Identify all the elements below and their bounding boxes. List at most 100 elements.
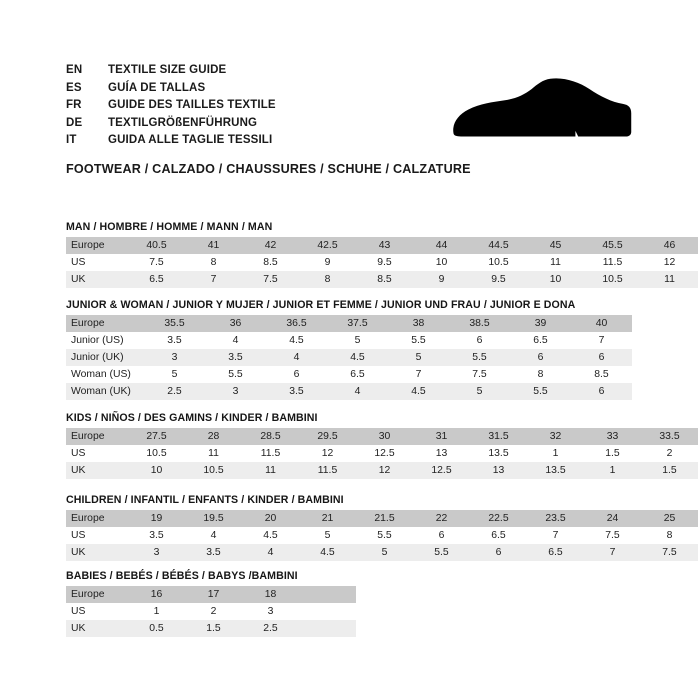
size-cell: 5.5 xyxy=(449,349,510,366)
size-table-man: Europe 40.5 41 42 42.5 43 44 44.5 45 45.5 46 US 7.5 8… xyxy=(66,237,698,288)
size-cell: 12 xyxy=(641,254,698,271)
size-cell: 21.5 xyxy=(356,510,413,527)
size-cell: 13 xyxy=(413,445,470,462)
language-title: GUIDA ALLE TAGLIE TESSILI xyxy=(108,134,273,146)
row-label: Woman (UK) xyxy=(66,383,144,400)
row-label: UK xyxy=(66,620,128,637)
size-cell: 11.5 xyxy=(242,445,299,462)
table-row: Europe 16 17 18 xyxy=(66,586,356,603)
size-cell-empty xyxy=(299,586,356,603)
size-table-kids: Europe 27.5 28 28.5 29.5 30 31 31.5 32 33 33.5 US 10… xyxy=(66,428,698,479)
row-label: UK xyxy=(66,462,128,479)
table-row: Europe 19 19.5 20 21 21.5 22 22.5 23.5 24 25 xyxy=(66,510,698,527)
section-title-junior: JUNIOR & WOMAN / JUNIOR Y MUJER / JUNIOR… xyxy=(66,299,576,311)
size-table-junior: Europe 35.5 36 36.5 37.5 38 38.5 39 40 Junior (US… xyxy=(66,315,632,400)
size-cell: 5 xyxy=(144,366,205,383)
size-cell: 38 xyxy=(388,315,449,332)
size-cell: 1 xyxy=(527,445,584,462)
language-code: IT xyxy=(66,134,77,146)
size-cell: 7 xyxy=(388,366,449,383)
language-code: FR xyxy=(66,99,82,111)
size-cell: 2 xyxy=(641,445,698,462)
language-row: IT GUIDA ALLE TAGLIE TESSILI xyxy=(66,134,466,152)
size-cell: 29.5 xyxy=(299,428,356,445)
table-row: US 3.5 4 4.5 5 5.5 6 6.5 7 7.5 8 xyxy=(66,527,698,544)
size-cell: 31 xyxy=(413,428,470,445)
size-cell: 32 xyxy=(527,428,584,445)
size-cell: 41 xyxy=(185,237,242,254)
size-cell: 5.5 xyxy=(413,544,470,561)
size-cell: 7 xyxy=(527,527,584,544)
language-code: EN xyxy=(66,64,83,76)
size-cell: 24 xyxy=(584,510,641,527)
size-cell: 6 xyxy=(266,366,327,383)
row-label: US xyxy=(66,445,128,462)
language-title: TEXTILE SIZE GUIDE xyxy=(108,64,227,76)
size-cell: 12 xyxy=(299,445,356,462)
size-cell: 20 xyxy=(242,510,299,527)
size-cell: 19 xyxy=(128,510,185,527)
row-label: UK xyxy=(66,544,128,561)
size-cell: 0.5 xyxy=(128,620,185,637)
size-cell: 12.5 xyxy=(413,462,470,479)
size-cell: 17 xyxy=(185,586,242,603)
size-cell: 4.5 xyxy=(266,332,327,349)
size-cell: 19.5 xyxy=(185,510,242,527)
language-header-block: EN TEXTILE SIZE GUIDE ES GUÍA DE TALLAS FR GU… xyxy=(66,64,466,152)
size-cell: 10.5 xyxy=(185,462,242,479)
size-cell: 11 xyxy=(527,254,584,271)
size-cell: 3.5 xyxy=(128,527,185,544)
row-label: Europe xyxy=(66,315,144,332)
size-cell: 8 xyxy=(510,366,571,383)
size-cell: 11 xyxy=(641,271,698,288)
row-label: US xyxy=(66,254,128,271)
size-cell: 8.5 xyxy=(571,366,632,383)
table-row: Junior (UK) 3 3.5 4 4.5 5 5.5 6 6 xyxy=(66,349,632,366)
language-code: ES xyxy=(66,81,82,94)
table-row: US 1 2 3 xyxy=(66,603,356,620)
row-label: Europe xyxy=(66,428,128,445)
size-cell: 5.5 xyxy=(388,332,449,349)
size-cell: 11 xyxy=(185,445,242,462)
size-cell: 13 xyxy=(470,462,527,479)
size-cell: 5 xyxy=(327,332,388,349)
section-junior: JUNIOR & WOMAN / JUNIOR Y MUJER / JUNIOR… xyxy=(66,299,632,400)
table-row: UK 3 3.5 4 4.5 5 5.5 6 6.5 7 7.5 xyxy=(66,544,698,561)
size-cell: 9 xyxy=(413,271,470,288)
size-cell: 45.5 xyxy=(584,237,641,254)
row-label: Junior (UK) xyxy=(66,349,144,366)
size-cell: 4 xyxy=(185,527,242,544)
size-cell: 8 xyxy=(185,254,242,271)
size-cell: 5 xyxy=(388,349,449,366)
size-cell: 3.5 xyxy=(266,383,327,400)
table-row: Woman (US) 5 5.5 6 6.5 7 7.5 8 8.5 xyxy=(66,366,632,383)
size-cell: 37.5 xyxy=(327,315,388,332)
row-label: Europe xyxy=(66,237,128,254)
size-cell: 6.5 xyxy=(327,366,388,383)
language-title: TEXTILGRÖßENFÜHRUNG xyxy=(108,116,258,129)
size-cell: 22 xyxy=(413,510,470,527)
size-cell: 8 xyxy=(299,271,356,288)
section-kids: KIDS / NIÑOS / DES GAMINS / KINDER / BAM… xyxy=(66,412,698,479)
size-cell: 9.5 xyxy=(356,254,413,271)
size-cell: 6.5 xyxy=(128,271,185,288)
size-cell: 7 xyxy=(571,332,632,349)
table-row: US 7.5 8 8.5 9 9.5 10 10.5 11 11.5 12 xyxy=(66,254,698,271)
size-cell: 3 xyxy=(242,603,299,620)
table-row: UK 10 10.5 11 11.5 12 12.5 13 13.5 1 1.5 xyxy=(66,462,698,479)
size-cell: 1.5 xyxy=(584,445,641,462)
size-cell: 12.5 xyxy=(356,445,413,462)
size-cell: 33.5 xyxy=(641,428,698,445)
table-row: Europe 40.5 41 42 42.5 43 44 44.5 45 45.5 46 xyxy=(66,237,698,254)
size-cell: 10 xyxy=(413,254,470,271)
size-cell: 25 xyxy=(641,510,698,527)
size-cell: 1 xyxy=(584,462,641,479)
size-cell: 3 xyxy=(144,349,205,366)
size-table-babies: Europe 16 17 18 US 1 2 3 UK 0.5 1.5 2.5 xyxy=(66,586,356,637)
size-cell: 8.5 xyxy=(356,271,413,288)
size-cell: 8.5 xyxy=(242,254,299,271)
size-cell: 10.5 xyxy=(470,254,527,271)
language-row: ES GUÍA DE TALLAS xyxy=(66,82,466,100)
size-cell: 5 xyxy=(299,527,356,544)
